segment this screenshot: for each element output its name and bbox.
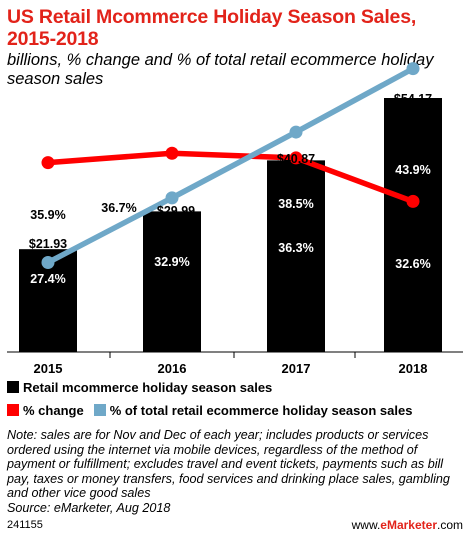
change-label-2018: 32.6%: [395, 257, 430, 271]
change-label-2015: 35.9%: [30, 208, 65, 222]
data-labels-layer: $21.93 $29.99 $40.87 $54.17 35.9% 36.7% 36.3% 3…: [29, 92, 432, 286]
change-point-2018: [406, 194, 420, 208]
legend-label-change: % change: [23, 402, 84, 418]
change-label-2017: 36.3%: [278, 241, 313, 255]
change-line: [45, 150, 416, 205]
legend-item-change: % change: [7, 403, 84, 418]
legend-item-share: % of total retail ecommerce holiday seas…: [93, 402, 413, 418]
legend-row-2: % change % of total retail ecommerce hol…: [7, 401, 422, 419]
share-point-2016: [165, 191, 179, 205]
share-point-2017: [289, 125, 303, 139]
brand-name: eMarketer: [380, 518, 437, 532]
legend-swatch-change: [7, 404, 19, 416]
note-text: Note: sales are for Nov and Dec of each …: [7, 428, 450, 500]
bars-layer: [19, 98, 442, 352]
legend-swatch-sales: [7, 381, 19, 393]
bar-2017: [267, 160, 325, 352]
bar-label-2016: $29.99: [157, 204, 195, 218]
share-line: [45, 65, 416, 266]
x-tick-label-2018: 2018: [399, 361, 428, 376]
share-point-2015: [41, 256, 55, 269]
brand-prefix: www.: [351, 518, 381, 532]
lines-layer: [41, 62, 420, 269]
legend-label-sales: Retail mcommerce holiday season sales: [23, 379, 273, 395]
x-axis-ticks: 2015 2016 2017 2018: [34, 352, 428, 376]
bar-2018: [384, 98, 442, 352]
bar-label-2017: $40.87: [277, 152, 315, 166]
legend-item-sales: Retail mcommerce holiday season sales: [7, 380, 272, 395]
x-tick-label-2017: 2017: [282, 361, 311, 376]
brand-suffix: .com: [436, 518, 463, 532]
share-label-2017: 38.5%: [278, 197, 313, 211]
brand-link[interactable]: www.eMarketer.com: [352, 518, 463, 532]
x-tick-label-2016: 2016: [158, 361, 187, 376]
share-label-2016: 32.9%: [154, 255, 189, 269]
chart-note: Note: sales are for Nov and Dec of each …: [7, 428, 467, 515]
chart-subtitle: billions, % change and % of total retail…: [7, 51, 434, 88]
legend-swatch-share: [93, 404, 106, 416]
chart-id: 241155: [7, 519, 43, 531]
note-source: Source: eMarketer, Aug 2018: [7, 500, 171, 515]
legend-label-share: % of total retail ecommerce holiday seas…: [109, 402, 413, 418]
x-tick-label-2015: 2015: [34, 361, 63, 376]
change-label-2016: 36.7%: [101, 201, 136, 215]
share-label-2018: 43.9%: [395, 163, 430, 177]
change-point-2015: [41, 156, 55, 170]
change-point-2016: [165, 146, 179, 160]
share-label-2015: 27.4%: [30, 272, 65, 286]
change-point-2017: [289, 151, 303, 165]
chart-title: US Retail Mcommerce Holiday Season Sales…: [7, 6, 417, 50]
bar-label-2015: $21.93: [29, 237, 67, 251]
bar-2016: [143, 211, 201, 352]
legend-row-1: Retail mcommerce holiday season sales: [7, 378, 282, 396]
bar-label-2018: $54.17: [394, 92, 432, 106]
share-point-2018: [406, 62, 420, 76]
